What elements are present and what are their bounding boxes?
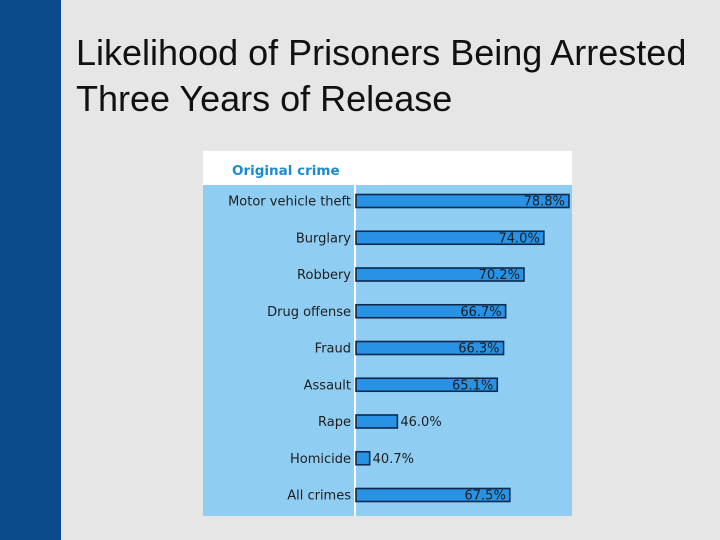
bar — [355, 303, 507, 319]
bars-layer: Motor vehicle theft 78.8% Burglary 74.0% Rob… — [228, 193, 570, 504]
category-label: Rape — [318, 415, 351, 430]
bar-value-label: 66.7% — [460, 305, 501, 320]
bar — [355, 340, 505, 356]
category-label: Homicide — [290, 452, 351, 467]
bar — [355, 267, 525, 282]
chart-header-band — [203, 151, 572, 184]
bar-value-label: 46.0% — [400, 415, 441, 430]
bar-value-label: 67.5% — [465, 489, 506, 504]
chart-container: Original crime Motor vehicle theft 78.8% B… — [203, 151, 572, 516]
bar-value-label: 65.1% — [452, 378, 493, 393]
bar-value-label: 78.8% — [524, 195, 565, 210]
recidivism-bar-chart: Original crime Motor vehicle theft 78.8% B… — [203, 151, 572, 516]
bar — [355, 230, 545, 246]
category-label: Burglary — [296, 231, 351, 246]
bar-value-label: 74.0% — [499, 231, 540, 246]
bar — [355, 193, 570, 209]
category-label: Assault — [304, 378, 351, 393]
bar — [355, 377, 499, 393]
category-label: Robbery — [297, 268, 351, 283]
category-label: Fraud — [315, 342, 351, 357]
bar — [355, 450, 371, 466]
bar-value-label: 40.7% — [373, 452, 414, 467]
bar-value-label: 70.2% — [479, 268, 520, 283]
category-label: All crimes — [287, 489, 351, 504]
chart-header-label: Original crime — [232, 163, 340, 179]
left-accent-band — [0, 0, 61, 540]
chart-panel — [203, 151, 572, 516]
category-label: Drug offense — [267, 305, 351, 320]
bar — [355, 414, 399, 429]
category-label: Motor vehicle theft — [228, 195, 351, 210]
bar — [355, 487, 511, 503]
bar-value-label: 66.3% — [458, 342, 499, 357]
slide-title: Likelihood of Prisoners Being Arrested T… — [76, 32, 687, 119]
